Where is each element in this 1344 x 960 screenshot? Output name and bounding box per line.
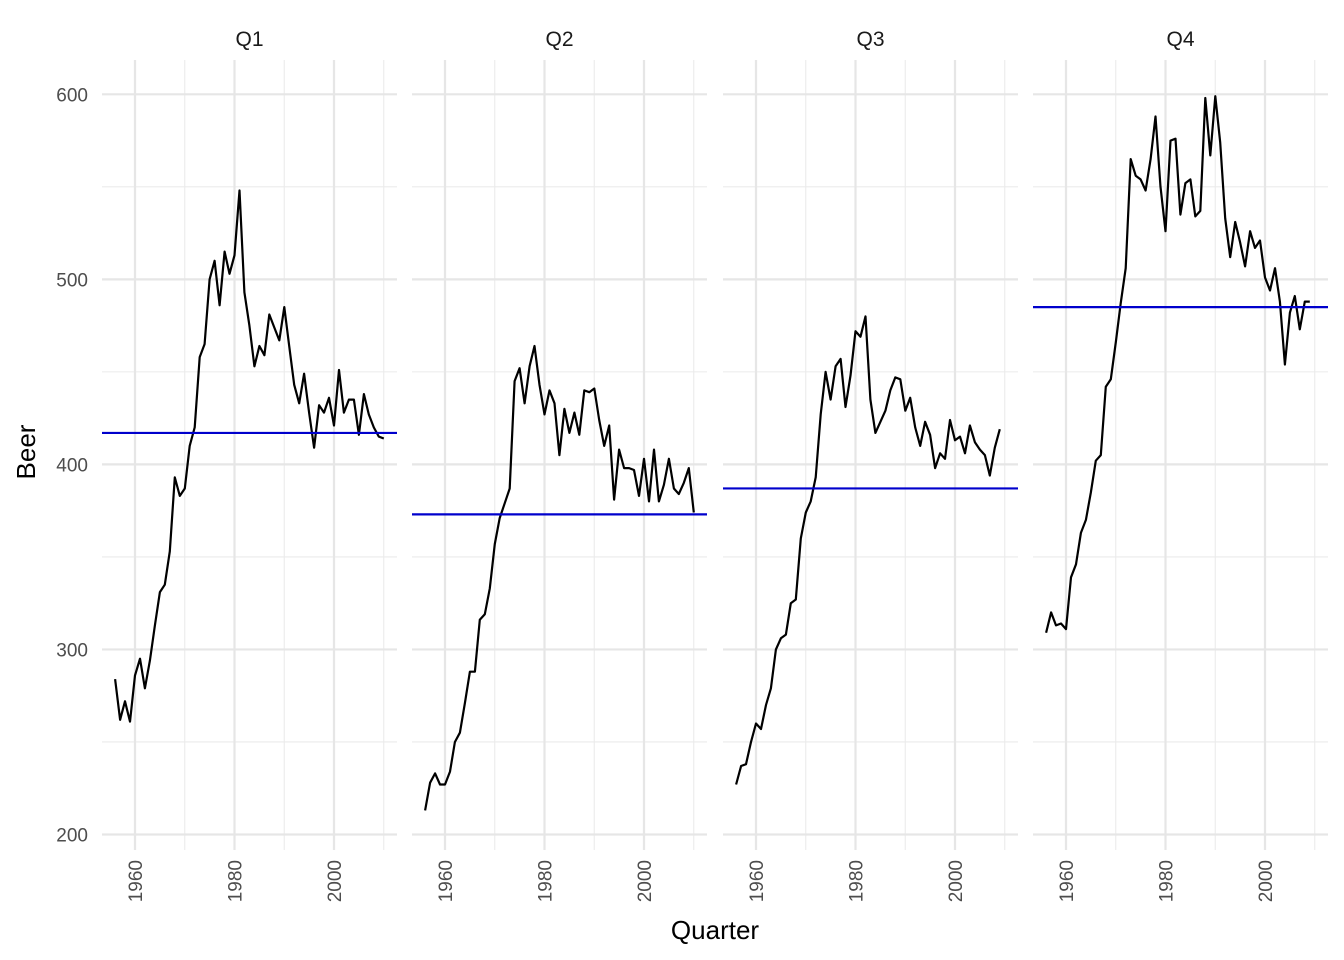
facet-strip-label: Q2 xyxy=(545,28,573,51)
facet-strip-label: Q1 xyxy=(235,28,263,51)
x-tick-label: 2000 xyxy=(325,860,346,902)
x-tick-label: 1960 xyxy=(1057,860,1078,902)
y-tick-label: 500 xyxy=(56,270,88,291)
facet-panel-q3: Q3 1960 1980 2000 xyxy=(723,28,1018,902)
x-axis-title: Quarter xyxy=(671,915,759,945)
x-tick-label: 2000 xyxy=(946,860,967,902)
series-line xyxy=(735,315,1001,785)
x-tick-label: 1980 xyxy=(1157,860,1178,902)
facet-strip-label: Q4 xyxy=(1166,28,1194,51)
y-axis-title: Beer xyxy=(11,424,41,479)
y-tick-label: 400 xyxy=(56,455,88,476)
y-axis: 200 300 400 500 600 xyxy=(56,85,88,846)
x-tick-label: 1980 xyxy=(536,860,557,902)
x-tick-label: 2000 xyxy=(635,860,656,902)
facet-panel-q1: Q1 1960 1980 2000 xyxy=(102,28,397,902)
x-tick-label: 1960 xyxy=(126,860,147,902)
x-tick-label: 1980 xyxy=(226,860,247,902)
facet-panel-q4: Q4 1960 1980 2000 xyxy=(1033,28,1328,902)
facet-strip-label: Q3 xyxy=(856,28,884,51)
x-tick-label: 1960 xyxy=(436,860,457,902)
x-tick-label: 2000 xyxy=(1256,860,1277,902)
series-line xyxy=(424,344,695,811)
y-tick-label: 300 xyxy=(56,640,88,661)
series-line xyxy=(1045,95,1310,634)
series-line xyxy=(114,189,385,723)
facet-panels: Q1 1960 1980 2000 Q2 1960 1980 2000 Q3 1960 1980 20… xyxy=(102,28,1328,902)
y-tick-label: 600 xyxy=(56,85,88,106)
x-tick-label: 1980 xyxy=(847,860,868,902)
x-tick-label: 1960 xyxy=(747,860,768,902)
y-tick-label: 200 xyxy=(56,826,88,847)
facet-panel-q2: Q2 1960 1980 2000 xyxy=(412,28,707,902)
